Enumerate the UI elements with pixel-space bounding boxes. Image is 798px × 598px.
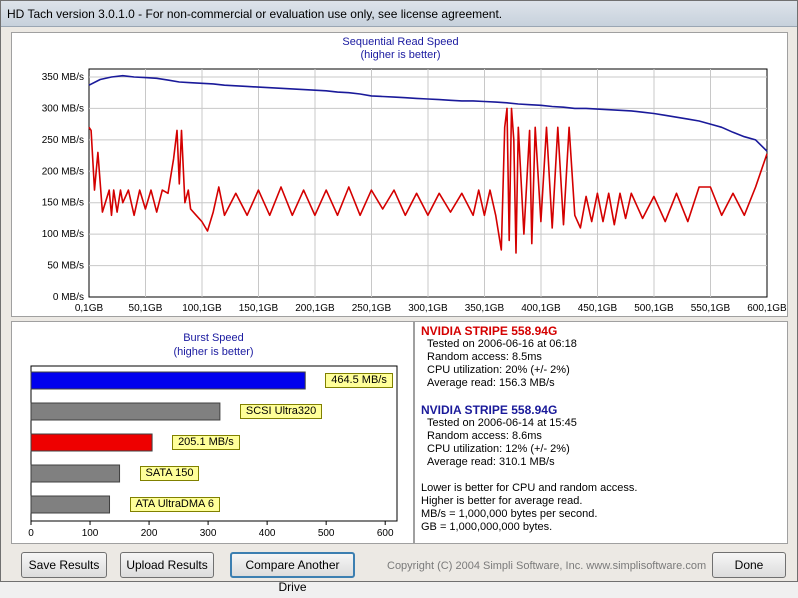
window-title: HD Tach version 3.0.1.0 - For non-commer… — [7, 7, 503, 21]
drive-cpu-utilization: CPU utilization: 20% (+/- 2%) — [427, 364, 570, 376]
burst-x-tick-label: 0 — [28, 528, 34, 539]
burst-bar — [30, 402, 221, 421]
burst-x-tick-label: 300 — [200, 528, 217, 539]
burst-bar — [30, 495, 111, 514]
title-bar: HD Tach version 3.0.1.0 - For non-commer… — [1, 1, 797, 27]
drive-name: NVIDIA STRIPE 558.94G — [421, 324, 558, 338]
burst-bar-label: SCSI Ultra320 — [239, 404, 323, 419]
x-tick-label: 0,1GB — [75, 303, 104, 314]
burst-bar-label: SATA 150 — [139, 466, 200, 481]
series-line-red — [88, 107, 768, 254]
burst-chart-subtitle: (higher is better) — [173, 346, 254, 358]
y-tick-label: 50 MB/s — [47, 261, 84, 272]
drive-cpu-utilization: CPU utilization: 12% (+/- 2%) — [427, 443, 570, 455]
results-info-panel: NVIDIA STRIPE 558.94G Tested on 2006-06-… — [414, 321, 788, 544]
burst-x-tick-label: 600 — [377, 528, 394, 539]
drive-average-read: Average read: 156.3 MB/s — [427, 377, 555, 389]
x-tick-label: 50,1GB — [129, 303, 163, 314]
burst-x-tick-label: 500 — [318, 528, 335, 539]
burst-bar — [30, 433, 153, 452]
sequential-chart-subtitle: (higher is better) — [360, 49, 441, 61]
y-tick-label: 300 MB/s — [42, 103, 84, 114]
x-tick-label: 600,1GB — [747, 303, 787, 314]
sequential-chart-title: Sequential Read Speed — [342, 36, 459, 48]
note-line: GB = 1,000,000,000 bytes. — [421, 521, 553, 533]
drive-random-access: Random access: 8.5ms — [427, 351, 542, 363]
compare-another-drive-button[interactable]: Compare Another Drive — [230, 552, 355, 594]
burst-bar-label: 205.1 MB/s — [172, 435, 240, 450]
y-tick-label: 150 MB/s — [42, 198, 84, 209]
burst-x-tick-label: 400 — [259, 528, 276, 539]
copyright-text: Copyright (C) 2004 Simpli Software, Inc.… — [387, 560, 707, 572]
y-tick-label: 100 MB/s — [42, 229, 84, 240]
burst-bar-label: ATA UltraDMA 6 — [129, 497, 220, 512]
burst-bar-label: 464.5 MB/s — [325, 373, 393, 388]
drive-tested: Tested on 2006-06-14 at 15:45 — [427, 417, 577, 429]
x-tick-label: 550,1GB — [691, 303, 731, 314]
note-line: MB/s = 1,000,000 bytes per second. — [421, 508, 598, 520]
done-button[interactable]: Done — [712, 552, 786, 578]
x-tick-label: 150,1GB — [239, 303, 279, 314]
y-tick-label: 0 MB/s — [53, 292, 84, 303]
x-tick-label: 300,1GB — [408, 303, 448, 314]
burst-chart-title: Burst Speed — [183, 332, 244, 344]
drive-result-2: NVIDIA STRIPE 558.94G Tested on 2006-06-… — [421, 404, 577, 469]
drive-result-1: NVIDIA STRIPE 558.94G Tested on 2006-06-… — [421, 325, 577, 390]
burst-bar — [30, 464, 121, 483]
note-line: Higher is better for average read. — [421, 495, 583, 507]
x-tick-label: 400,1GB — [521, 303, 561, 314]
burst-speed-panel: Burst Speed (higher is better) 0 100 200 30… — [11, 321, 414, 544]
y-tick-label: 350 MB/s — [42, 72, 84, 83]
series-line-blue — [88, 74, 768, 152]
burst-x-tick-label: 100 — [82, 528, 99, 539]
sequential-read-panel: Sequential Read Speed (higher is better)… — [11, 32, 788, 317]
upload-results-button[interactable]: Upload Results — [120, 552, 214, 578]
x-tick-label: 450,1GB — [578, 303, 618, 314]
sequential-read-chart: 0 MB/s 50 MB/s 100 MB/s 150 MB/s 200 MB/s 250… — [42, 68, 787, 314]
drive-average-read: Average read: 310.1 MB/s — [427, 456, 555, 468]
x-tick-label: 350,1GB — [465, 303, 505, 314]
x-tick-label: 100,1GB — [182, 303, 222, 314]
x-tick-label: 250,1GB — [352, 303, 392, 314]
y-tick-label: 200 MB/s — [42, 166, 84, 177]
drive-tested: Tested on 2006-06-16 at 06:18 — [427, 338, 577, 350]
burst-x-tick-label: 200 — [141, 528, 158, 539]
y-tick-label: 250 MB/s — [42, 135, 84, 146]
x-tick-label: 200,1GB — [295, 303, 335, 314]
notes-block: Lower is better for CPU and random acces… — [421, 482, 637, 534]
burst-bar — [30, 371, 306, 390]
drive-random-access: Random access: 8.6ms — [427, 430, 542, 442]
note-line: Lower is better for CPU and random acces… — [421, 482, 638, 494]
drive-name: NVIDIA STRIPE 558.94G — [421, 403, 558, 417]
x-tick-label: 500,1GB — [634, 303, 674, 314]
save-results-button[interactable]: Save Results — [21, 552, 107, 578]
